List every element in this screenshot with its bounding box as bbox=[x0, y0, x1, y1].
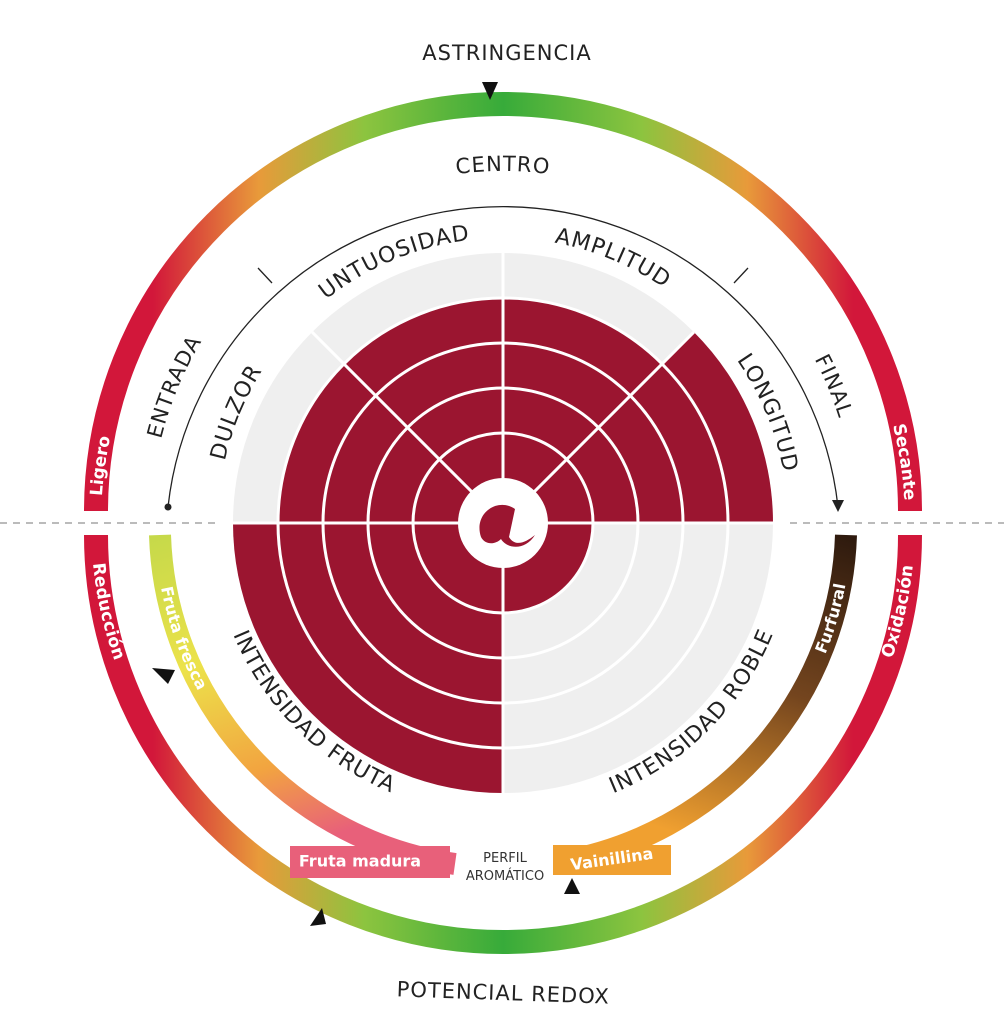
marker bbox=[564, 878, 580, 894]
phase-label-path: FINAL bbox=[810, 350, 856, 420]
sector-bg bbox=[503, 523, 773, 793]
phase-tick bbox=[257, 267, 273, 284]
phase-tick bbox=[733, 267, 749, 284]
phase-label-path: CENTRO bbox=[454, 152, 550, 179]
sector-level bbox=[503, 332, 773, 523]
sector-level bbox=[278, 363, 503, 523]
aroma-title: PERFIL bbox=[483, 851, 527, 866]
spoke bbox=[501, 331, 695, 525]
phase-label: FINAL bbox=[810, 350, 857, 420]
aroma-title: AROMÁTICO bbox=[466, 868, 544, 884]
top-label: ASTRINGENCIA bbox=[422, 41, 592, 65]
marker bbox=[152, 668, 175, 684]
logo bbox=[479, 504, 535, 547]
redox-band bbox=[84, 534, 922, 954]
phase-label-path: ENTRADA bbox=[143, 331, 206, 440]
bottom-label: POTENCIAL REDOX bbox=[396, 977, 610, 1008]
phase-arc bbox=[167, 206, 839, 508]
aroma-label: Fruta madura bbox=[299, 852, 421, 871]
oak-band bbox=[558, 534, 857, 873]
sector-level bbox=[343, 298, 503, 523]
sector-level bbox=[233, 523, 503, 793]
sector-level bbox=[503, 298, 663, 523]
phase-label: ENTRADA bbox=[143, 331, 207, 440]
oak-box bbox=[553, 845, 671, 875]
phase-arrow bbox=[832, 500, 844, 512]
marker bbox=[310, 908, 326, 926]
marker bbox=[482, 82, 498, 100]
phase-label: CENTRO bbox=[454, 152, 551, 179]
fruit-box bbox=[290, 846, 450, 878]
phase-start bbox=[164, 503, 172, 511]
astringency-band bbox=[84, 92, 922, 512]
